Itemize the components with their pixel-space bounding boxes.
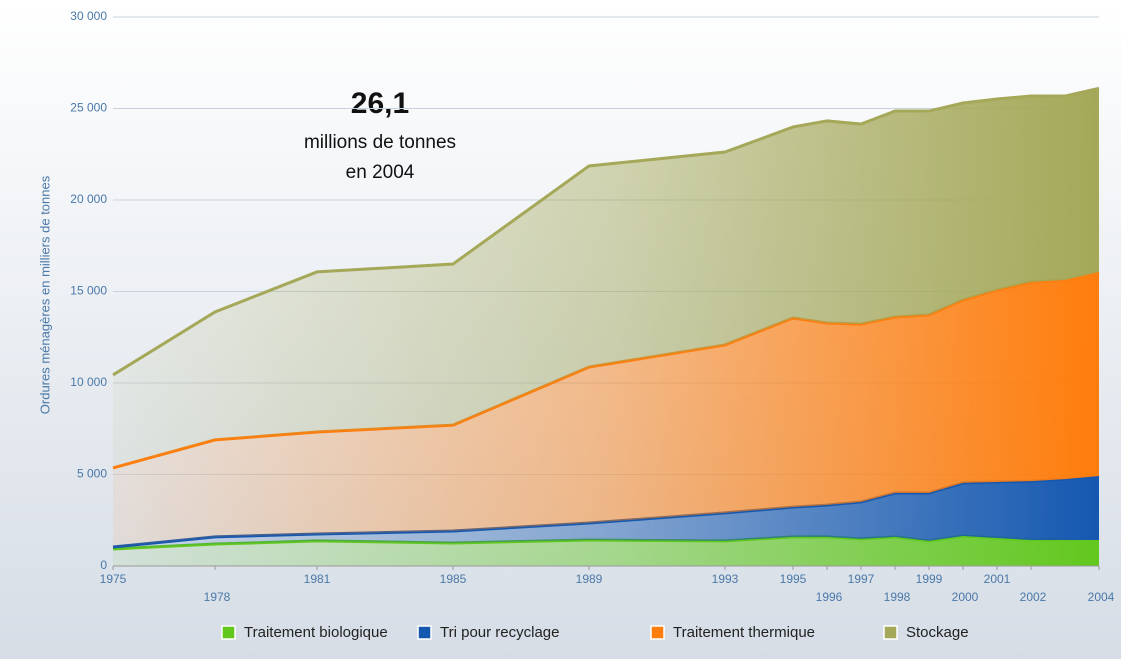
x-tick-label: 2004 (1088, 590, 1115, 604)
x-tick-label: 1985 (440, 572, 467, 586)
annotation-value: 26,1 (351, 87, 409, 120)
legend-swatch (650, 625, 665, 640)
area (113, 475, 1099, 549)
y-tick-label: 10 000 (70, 375, 107, 389)
legend-swatch (417, 625, 432, 640)
area (113, 271, 1099, 547)
y-axis-label: Ordures ménagères en milliers de tonnes (37, 175, 52, 414)
x-tick-label: 2002 (1020, 590, 1047, 604)
y-tick-label: 30 000 (70, 9, 107, 23)
y-tick-label: 0 (100, 558, 107, 572)
x-tick-label: 1993 (712, 572, 739, 586)
x-tick-label: 1999 (916, 572, 943, 586)
x-tick-label: 1996 (816, 590, 843, 604)
legend-swatch (883, 625, 898, 640)
annotation-text: en 2004 (346, 162, 415, 183)
x-tick-label: 2001 (984, 572, 1011, 586)
y-tick-label: 5 000 (77, 467, 107, 481)
x-tick-label: 1995 (780, 572, 807, 586)
x-tick-label: 1978 (204, 590, 231, 604)
x-tick-label: 1998 (884, 590, 911, 604)
legend-swatch (221, 625, 236, 640)
y-tick-label: 15 000 (70, 284, 107, 298)
x-tick-label: 1981 (304, 572, 331, 586)
x-tick-label: 1989 (576, 572, 603, 586)
legend-label: Traitement biologique (244, 624, 388, 641)
area (113, 88, 1099, 468)
area (113, 535, 1099, 566)
x-tick-label: 1975 (100, 572, 127, 586)
x-tick-label: 2000 (952, 590, 979, 604)
x-tick-label: 1997 (848, 572, 875, 586)
legend-label: Traitement thermique (673, 624, 815, 641)
legend-label: Stockage (906, 624, 969, 641)
annotation-text: millions de tonnes (304, 132, 456, 153)
area-edge (112, 86, 1100, 377)
y-tick-label: 25 000 (70, 101, 107, 115)
legend-label: Tri pour recyclage (440, 624, 560, 641)
y-tick-label: 20 000 (70, 192, 107, 206)
